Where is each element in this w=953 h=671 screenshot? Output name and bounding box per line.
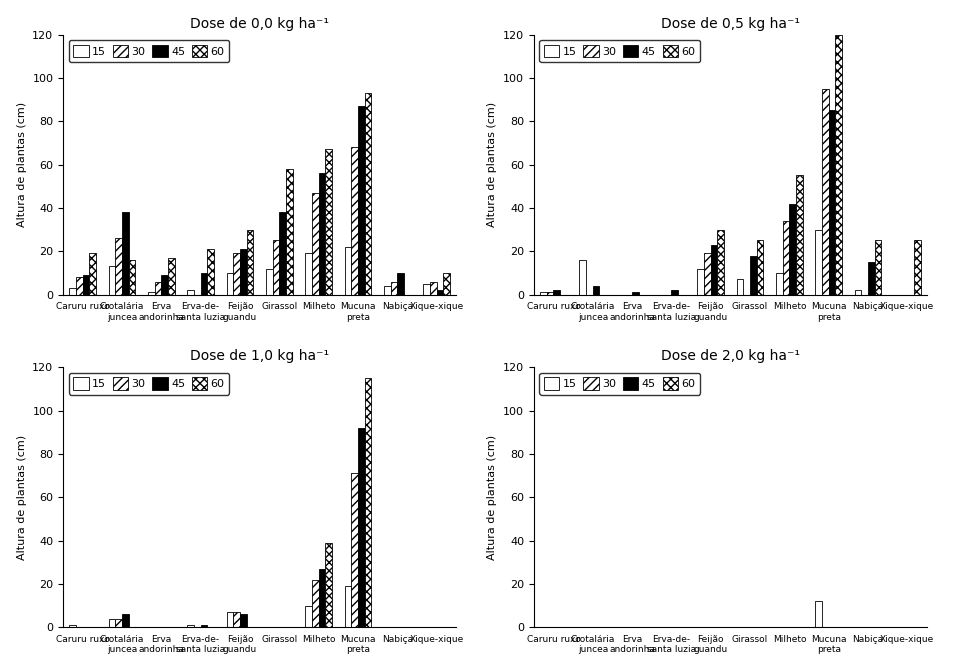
Bar	[697, 268, 703, 295]
Bar	[279, 212, 286, 295]
Bar	[318, 569, 325, 627]
Legend: 15, 30, 45, 60: 15, 30, 45, 60	[538, 40, 700, 62]
Bar	[357, 428, 364, 627]
Bar	[781, 221, 788, 295]
Bar	[717, 229, 723, 295]
Bar	[913, 240, 920, 295]
Title: Dose de 2,0 kg ha⁻¹: Dose de 2,0 kg ha⁻¹	[660, 350, 799, 364]
Bar	[756, 240, 762, 295]
Bar	[357, 106, 364, 295]
Bar	[815, 601, 821, 627]
Bar	[273, 240, 279, 295]
Bar	[821, 89, 828, 295]
Bar	[76, 277, 83, 295]
Bar	[788, 203, 795, 295]
Bar	[233, 612, 240, 627]
Bar	[854, 291, 861, 295]
Bar	[592, 286, 598, 295]
Bar	[312, 580, 318, 627]
Bar	[227, 273, 233, 295]
Bar	[305, 606, 312, 627]
Bar	[318, 173, 325, 295]
Bar	[539, 293, 546, 295]
Legend: 15, 30, 45, 60: 15, 30, 45, 60	[69, 40, 229, 62]
Bar	[83, 275, 90, 295]
Bar	[187, 625, 193, 627]
Bar	[383, 286, 390, 295]
Bar	[168, 258, 174, 295]
Y-axis label: Altura de plantas (cm): Altura de plantas (cm)	[487, 435, 497, 560]
Bar	[325, 543, 332, 627]
Bar	[200, 625, 207, 627]
Bar	[436, 291, 443, 295]
Bar	[430, 282, 436, 295]
Bar	[874, 240, 881, 295]
Bar	[154, 282, 161, 295]
Bar	[247, 229, 253, 295]
Bar	[90, 254, 96, 295]
Bar	[351, 474, 357, 627]
Y-axis label: Altura de plantas (cm): Altura de plantas (cm)	[487, 102, 497, 227]
Bar	[364, 378, 371, 627]
Title: Dose de 1,0 kg ha⁻¹: Dose de 1,0 kg ha⁻¹	[190, 350, 329, 364]
Bar	[187, 291, 193, 295]
Bar	[148, 293, 154, 295]
Bar	[344, 586, 351, 627]
Bar	[325, 150, 332, 295]
Bar	[835, 35, 841, 295]
Bar	[553, 291, 559, 295]
Title: Dose de 0,5 kg ha⁻¹: Dose de 0,5 kg ha⁻¹	[660, 17, 799, 31]
Bar	[815, 229, 821, 295]
Bar	[828, 111, 835, 295]
Bar	[233, 254, 240, 295]
Bar	[200, 273, 207, 295]
Bar	[122, 212, 129, 295]
Bar	[364, 93, 371, 295]
Bar	[703, 254, 710, 295]
Bar	[227, 612, 233, 627]
Bar	[632, 293, 639, 295]
Bar	[109, 266, 115, 295]
Legend: 15, 30, 45, 60: 15, 30, 45, 60	[69, 373, 229, 395]
Bar	[749, 256, 756, 295]
Bar	[578, 260, 585, 295]
Bar	[266, 268, 273, 295]
Bar	[115, 238, 122, 295]
Bar	[396, 273, 403, 295]
Title: Dose de 0,0 kg ha⁻¹: Dose de 0,0 kg ha⁻¹	[190, 17, 329, 31]
Bar	[443, 273, 450, 295]
Bar	[867, 262, 874, 295]
Bar	[775, 273, 781, 295]
Bar	[161, 275, 168, 295]
Bar	[207, 249, 213, 295]
Bar	[122, 614, 129, 627]
Bar	[129, 260, 135, 295]
Bar	[546, 293, 553, 295]
Bar	[312, 193, 318, 295]
Bar	[390, 282, 396, 295]
Bar	[70, 625, 76, 627]
Bar	[736, 279, 742, 295]
Bar	[344, 247, 351, 295]
Bar	[286, 169, 293, 295]
Bar	[351, 147, 357, 295]
Y-axis label: Altura de plantas (cm): Altura de plantas (cm)	[16, 435, 27, 560]
Bar	[710, 245, 717, 295]
Legend: 15, 30, 45, 60: 15, 30, 45, 60	[538, 373, 700, 395]
Bar	[795, 175, 801, 295]
Bar	[423, 284, 430, 295]
Bar	[240, 614, 247, 627]
Bar	[115, 619, 122, 627]
Y-axis label: Altura de plantas (cm): Altura de plantas (cm)	[16, 102, 27, 227]
Bar	[70, 288, 76, 295]
Bar	[240, 249, 247, 295]
Bar	[671, 291, 678, 295]
Bar	[305, 254, 312, 295]
Bar	[109, 619, 115, 627]
